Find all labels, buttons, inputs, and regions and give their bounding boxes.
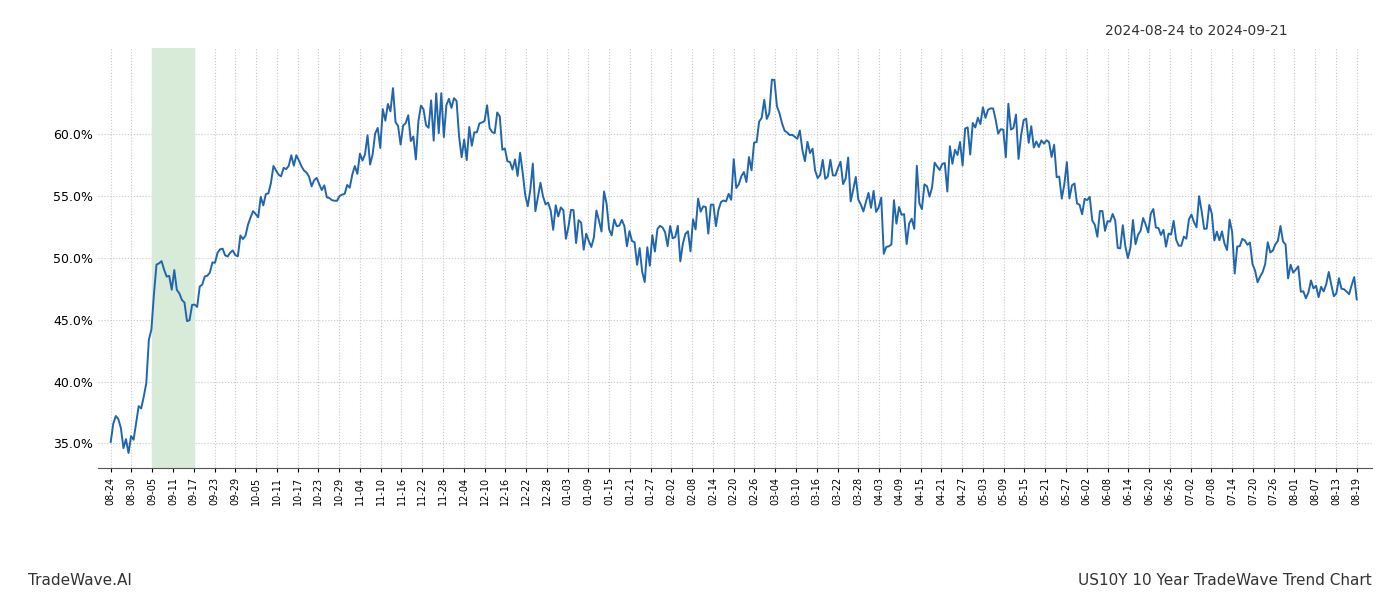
- Text: 2024-08-24 to 2024-09-21: 2024-08-24 to 2024-09-21: [1106, 24, 1288, 38]
- Text: US10Y 10 Year TradeWave Trend Chart: US10Y 10 Year TradeWave Trend Chart: [1078, 573, 1372, 588]
- Text: TradeWave.AI: TradeWave.AI: [28, 573, 132, 588]
- Bar: [153, 48, 193, 468]
